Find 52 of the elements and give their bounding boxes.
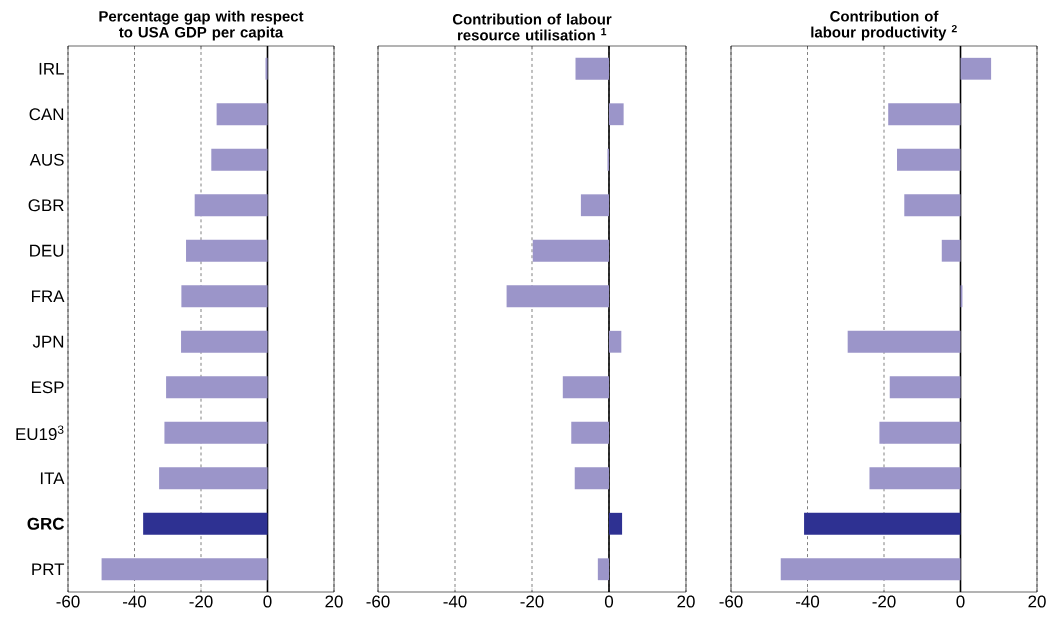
bar bbox=[879, 421, 961, 444]
y-tick-label: EU19$^{3}$ bbox=[16, 425, 64, 441]
y-tick-label: IRL bbox=[39, 62, 64, 75]
x-tick-label: -40 bbox=[123, 595, 147, 608]
x-tick-label: -20 bbox=[189, 595, 213, 608]
x-tick-label: 0 bbox=[956, 595, 965, 608]
bar bbox=[609, 330, 622, 353]
chart-title: Contribution of labour productivity $^{2}$ bbox=[811, 10, 957, 41]
x-tick-label: -20 bbox=[872, 595, 896, 608]
x-tick-label: -40 bbox=[443, 595, 467, 608]
x-tick-label: 20 bbox=[325, 595, 343, 608]
x-tick-label: 0 bbox=[604, 595, 614, 608]
bar bbox=[571, 421, 609, 444]
y-tick-label: ITA bbox=[40, 472, 65, 485]
x-tick-label: -60 bbox=[719, 595, 743, 608]
x-tick-label: 0 bbox=[263, 595, 272, 608]
bar bbox=[575, 57, 609, 80]
bar bbox=[897, 148, 961, 171]
chart-title: Percentage gap with respect to USA GDP per capita bbox=[99, 10, 304, 41]
y-tick-label: FRA bbox=[32, 290, 65, 303]
bar bbox=[780, 558, 961, 581]
bar bbox=[506, 285, 609, 308]
y-tick-label: CAN bbox=[29, 108, 64, 121]
bar bbox=[597, 558, 609, 581]
chart-title: Contribution of labour resource utilisation $^{1}$ bbox=[452, 13, 612, 41]
y-tick-label: PRT bbox=[32, 563, 65, 576]
y-tick-label: DEU bbox=[30, 244, 64, 257]
bar bbox=[869, 467, 961, 490]
bar bbox=[941, 239, 961, 262]
x-tick-label: -60 bbox=[366, 595, 390, 608]
x-tick-label: -60 bbox=[56, 595, 80, 608]
bar bbox=[574, 467, 609, 490]
y-tick-label: ESP bbox=[31, 381, 64, 394]
bar bbox=[609, 103, 624, 126]
bar bbox=[532, 239, 609, 262]
y-tick-label: GBR bbox=[28, 199, 64, 212]
x-tick-label: 20 bbox=[1028, 595, 1046, 608]
y-tick-label: JPN bbox=[32, 335, 64, 348]
x-tick-label: -40 bbox=[796, 595, 820, 608]
bar bbox=[888, 103, 961, 126]
bar bbox=[562, 376, 609, 399]
bar bbox=[847, 330, 961, 353]
bar bbox=[609, 512, 623, 535]
bar bbox=[889, 376, 961, 399]
x-tick-label: -20 bbox=[520, 595, 544, 608]
x-tick-label: 20 bbox=[677, 595, 695, 608]
bar bbox=[804, 512, 961, 535]
bar bbox=[960, 57, 992, 80]
y-tick-label: AUS bbox=[29, 153, 64, 166]
bar bbox=[580, 194, 609, 217]
y-tick-label: GRC bbox=[27, 517, 65, 530]
bar bbox=[904, 194, 961, 217]
